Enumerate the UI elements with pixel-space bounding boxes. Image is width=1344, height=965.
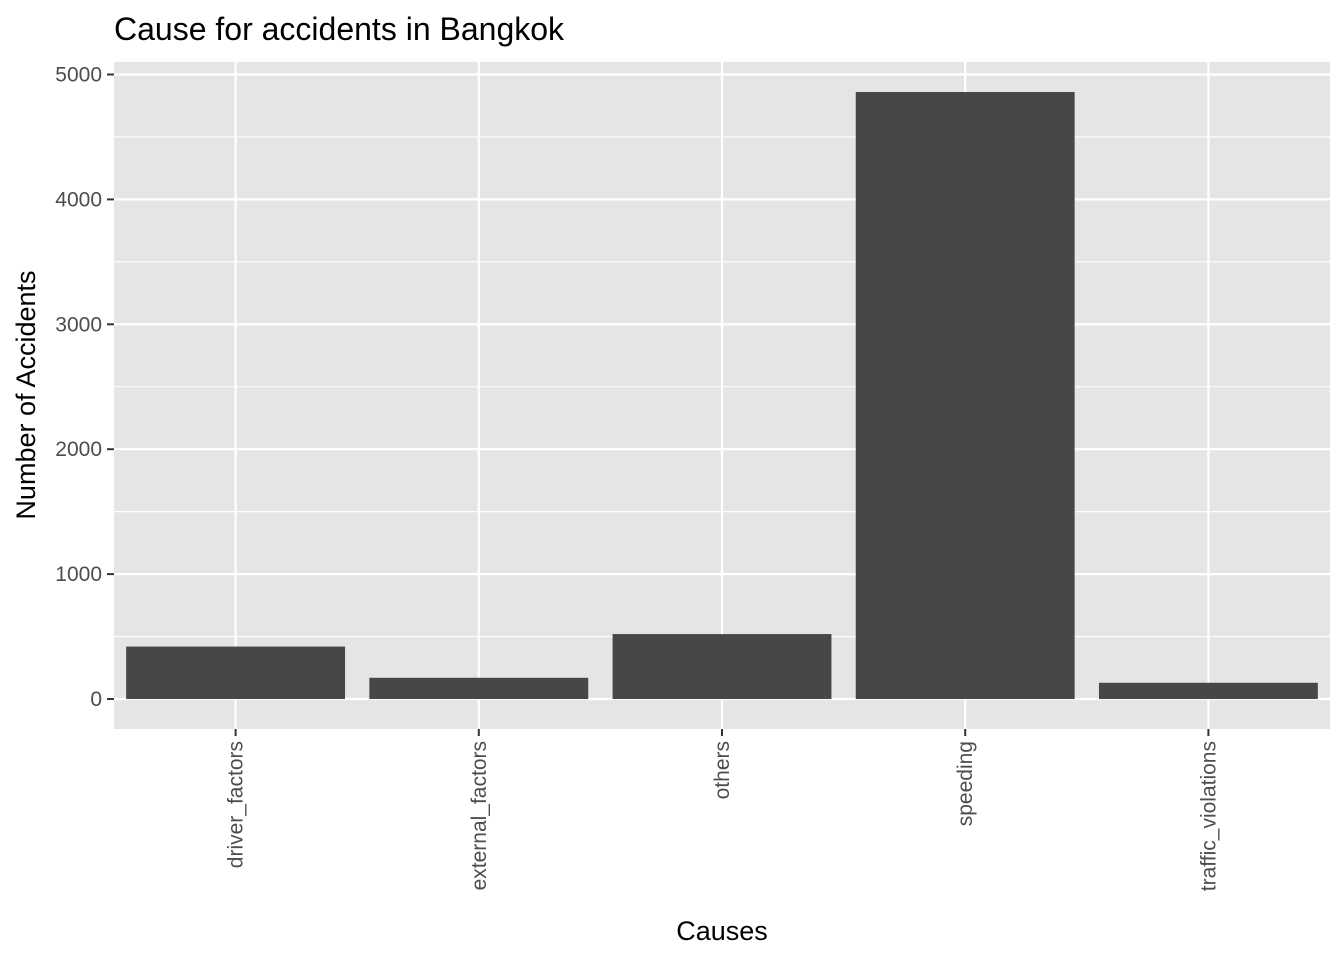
x-tick-label: traffic_violations bbox=[1197, 741, 1220, 891]
y-axis: 0 1000 2000 3000 4000 5000 bbox=[55, 63, 114, 711]
bar-traffic-violations bbox=[1098, 682, 1318, 700]
y-tick-label: 5000 bbox=[55, 63, 102, 86]
y-axis-title: Number of Accidents bbox=[11, 270, 41, 519]
y-tick-label: 3000 bbox=[55, 313, 102, 336]
x-tick-label: external_factors bbox=[468, 741, 491, 890]
x-tick-label: speeding bbox=[954, 741, 977, 826]
y-tick-label: 0 bbox=[90, 688, 102, 711]
bar-driver-factors bbox=[126, 646, 346, 700]
y-tick-label: 2000 bbox=[55, 438, 102, 461]
y-tick-label: 1000 bbox=[55, 563, 102, 586]
bar-speeding bbox=[855, 91, 1075, 700]
bar-others bbox=[612, 634, 832, 700]
bars bbox=[126, 91, 1318, 700]
bar-external-factors bbox=[369, 677, 589, 700]
x-tick-label: driver_factors bbox=[225, 741, 248, 868]
y-tick-label: 4000 bbox=[55, 188, 102, 211]
chart-title: Cause for accidents in Bangkok bbox=[114, 11, 565, 47]
x-axis: driver_factors external_factors others spee… bbox=[225, 729, 1220, 891]
x-axis-title: Causes bbox=[676, 916, 768, 946]
x-tick-label: others bbox=[711, 741, 734, 799]
